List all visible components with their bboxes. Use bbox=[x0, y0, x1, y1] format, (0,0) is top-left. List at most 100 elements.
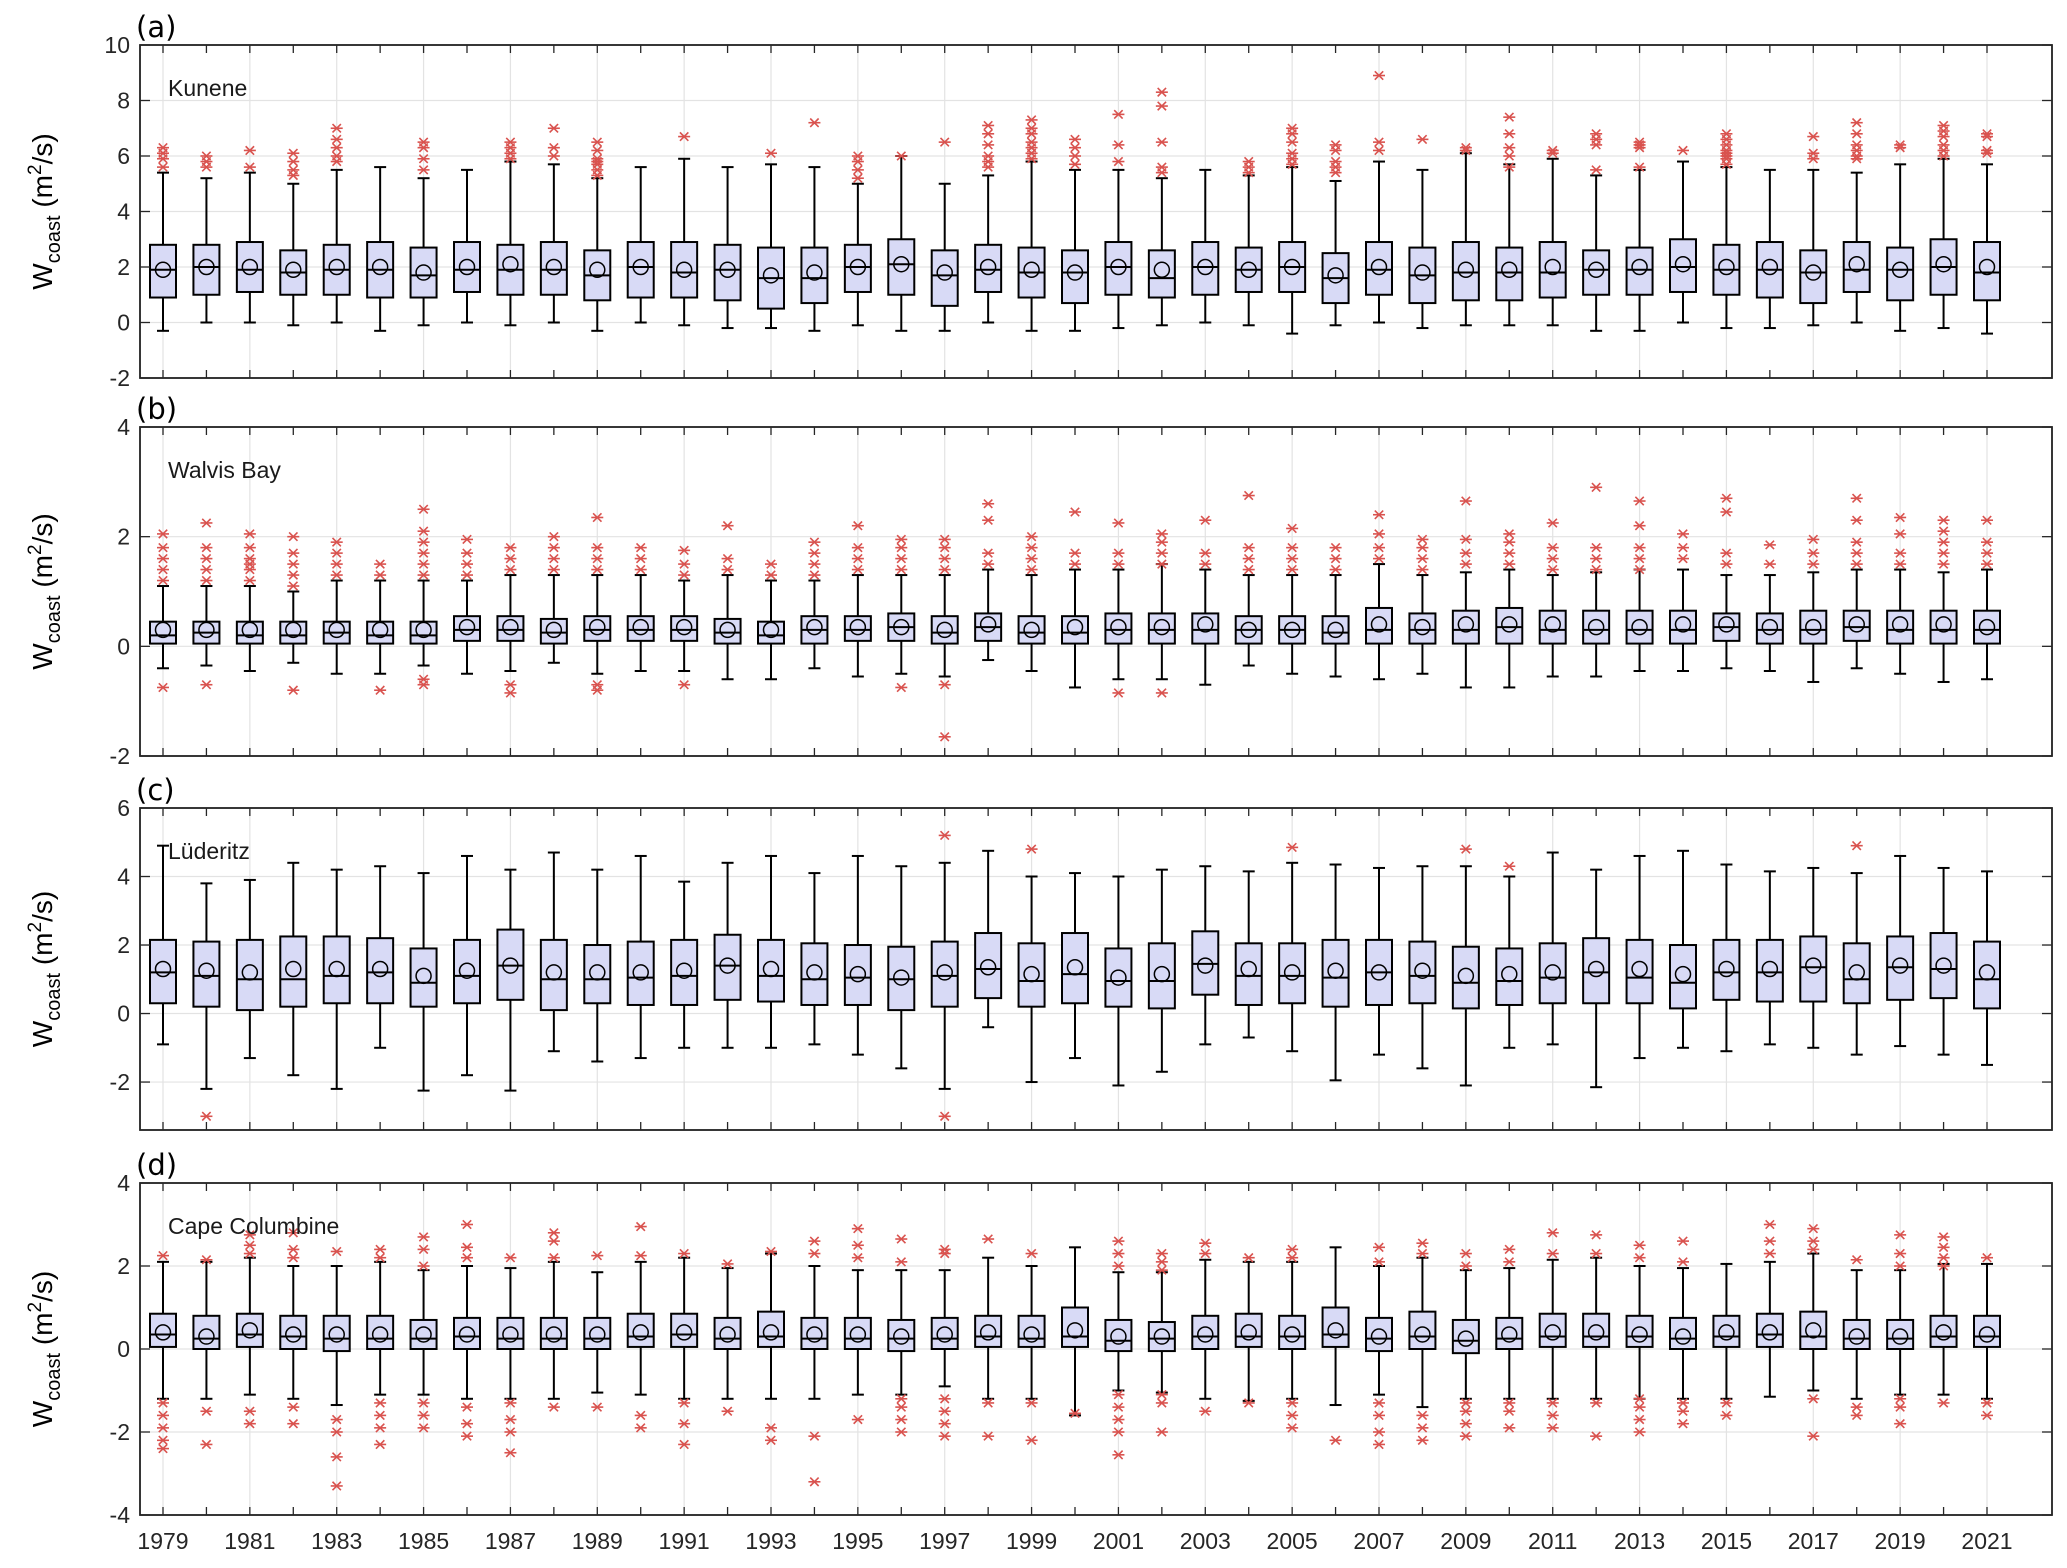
outlier-marker bbox=[591, 512, 604, 523]
outlier-stroke bbox=[549, 1236, 559, 1246]
iqr-box bbox=[1147, 1321, 1176, 1353]
outlier-stroke bbox=[1938, 548, 1949, 558]
box-1990 bbox=[626, 854, 655, 1060]
outlier-stroke bbox=[766, 1246, 776, 1257]
outlier-marker bbox=[895, 151, 908, 161]
outlier-marker bbox=[1850, 117, 1863, 128]
outlier-stroke bbox=[1808, 1244, 1819, 1255]
outlier-stroke bbox=[1113, 1427, 1124, 1437]
outlier-marker bbox=[1373, 1242, 1385, 1253]
outlier-marker bbox=[1112, 1389, 1125, 1400]
outlier-marker bbox=[1546, 564, 1559, 575]
outlier-marker bbox=[591, 553, 604, 564]
outlier-stroke bbox=[1157, 1427, 1167, 1437]
x-tick-label: 1985 bbox=[398, 1528, 449, 1554]
outlier-marker bbox=[1590, 1398, 1603, 1408]
mean-marker bbox=[1197, 957, 1214, 974]
outlier-marker bbox=[1373, 145, 1385, 156]
outlier-stroke bbox=[201, 679, 212, 690]
outlier-stroke bbox=[462, 1431, 472, 1441]
box-2013 bbox=[1625, 137, 1654, 332]
iqr-box bbox=[757, 620, 785, 645]
box-1991 bbox=[670, 880, 699, 1049]
outlier-stroke bbox=[505, 1427, 516, 1437]
iqr-box bbox=[1278, 1314, 1307, 1351]
outlier-marker bbox=[1286, 523, 1299, 534]
outlier-stroke bbox=[1895, 140, 1905, 150]
outlier-stroke bbox=[245, 1240, 255, 1251]
outlier-stroke bbox=[1287, 1244, 1297, 1255]
iqr-box bbox=[1973, 609, 2001, 645]
outlier-marker bbox=[1069, 1408, 1081, 1419]
box-2012 bbox=[1582, 482, 1611, 678]
mean-marker bbox=[198, 962, 215, 979]
outlier-stroke bbox=[1504, 559, 1515, 569]
iqr-box bbox=[496, 1316, 525, 1350]
outlier-stroke bbox=[1547, 1410, 1558, 1421]
outlier-marker bbox=[374, 1439, 387, 1450]
outlier-stroke bbox=[505, 679, 516, 690]
iqr-box bbox=[539, 938, 568, 1012]
outlier-stroke bbox=[331, 151, 342, 161]
outlier-marker bbox=[808, 548, 821, 558]
iqr-box bbox=[322, 1314, 351, 1353]
outlier-stroke bbox=[331, 1414, 342, 1425]
box-2016 bbox=[1755, 540, 1784, 673]
outlier-marker bbox=[1633, 1414, 1646, 1425]
outlier-marker bbox=[591, 564, 604, 575]
outlier-marker bbox=[808, 537, 821, 547]
mean-marker bbox=[1631, 258, 1648, 276]
outlier-marker bbox=[1807, 131, 1820, 142]
outlier-marker bbox=[1155, 1427, 1168, 1437]
mean-marker bbox=[458, 258, 476, 276]
iqr-box bbox=[670, 1312, 699, 1348]
outlier-stroke bbox=[1113, 518, 1124, 528]
outlier-stroke bbox=[1417, 134, 1428, 145]
outlier-stroke bbox=[1808, 131, 1819, 142]
outlier-stroke bbox=[549, 151, 559, 161]
panel-border bbox=[139, 426, 2053, 757]
outlier-marker bbox=[374, 685, 387, 695]
outlier-marker bbox=[287, 165, 300, 175]
outlier-marker bbox=[1286, 553, 1299, 564]
outlier-stroke bbox=[1591, 553, 1601, 564]
iqr-box bbox=[713, 243, 742, 302]
box-1995 bbox=[843, 1223, 872, 1425]
box-1980 bbox=[192, 151, 221, 324]
box-2017 bbox=[1799, 1223, 1828, 1441]
mean-marker bbox=[806, 618, 823, 636]
outlier-stroke bbox=[1808, 148, 1819, 158]
outlier-stroke bbox=[375, 1398, 385, 1408]
outlier-marker bbox=[1503, 151, 1516, 161]
mean-marker bbox=[979, 1324, 997, 1341]
iqr-box bbox=[279, 620, 308, 645]
outlier-marker bbox=[634, 564, 647, 575]
outlier-stroke bbox=[592, 1402, 603, 1412]
outlier-stroke bbox=[1634, 553, 1645, 564]
outlier-marker bbox=[1720, 559, 1733, 569]
box-1999 bbox=[1017, 1248, 1046, 1446]
outlier-marker bbox=[982, 559, 995, 569]
outlier-marker bbox=[1112, 156, 1125, 167]
outlier-stroke bbox=[331, 1452, 342, 1462]
outlier-marker bbox=[157, 564, 169, 575]
outlier-stroke bbox=[1330, 553, 1341, 564]
box-2018 bbox=[1842, 840, 1871, 1056]
mean-marker bbox=[502, 1326, 519, 1343]
outlier-marker bbox=[678, 1439, 691, 1450]
outlier-stroke bbox=[983, 120, 993, 131]
mean-marker bbox=[1674, 965, 1692, 983]
mean-marker bbox=[1327, 1322, 1344, 1339]
iqr-box bbox=[453, 1316, 481, 1350]
mean-marker bbox=[893, 255, 910, 273]
outlier-stroke bbox=[809, 548, 820, 558]
outlier-marker bbox=[1199, 1238, 1212, 1248]
mean-marker bbox=[1153, 1328, 1171, 1345]
mean-marker bbox=[1370, 258, 1388, 276]
outlier-stroke bbox=[418, 537, 429, 547]
outlier-stroke bbox=[1851, 1410, 1862, 1421]
outlier-marker bbox=[1633, 496, 1646, 506]
box-1998 bbox=[974, 499, 1003, 662]
outlier-marker bbox=[547, 151, 560, 161]
iqr-box bbox=[843, 944, 872, 1006]
